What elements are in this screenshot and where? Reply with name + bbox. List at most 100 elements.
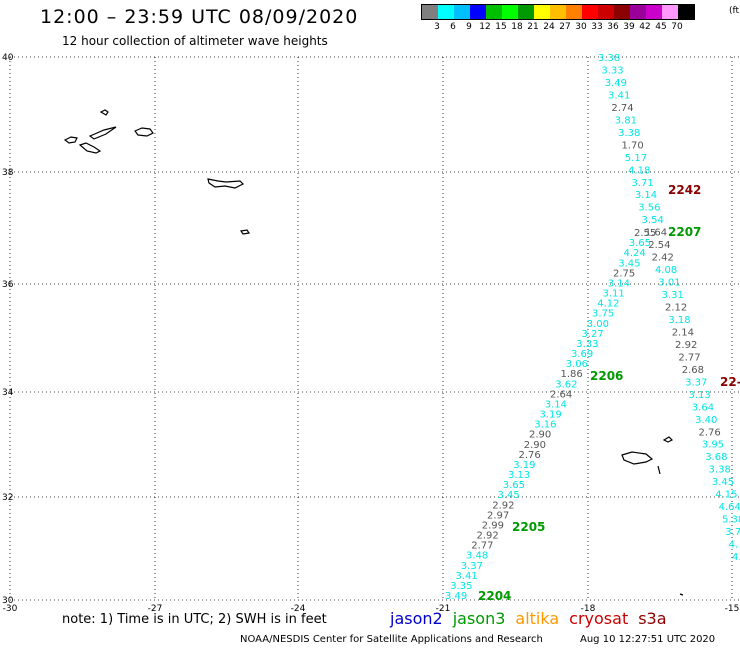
wave-height-label: 2.12	[665, 303, 687, 314]
legend-label: 39	[623, 22, 635, 32]
wave-height-label: 1.64	[645, 228, 667, 239]
wave-height-label: 3.37	[685, 377, 707, 388]
wave-height-label: 2.77	[471, 541, 493, 552]
wave-height-label: 3.01	[658, 278, 680, 289]
legend-swatch	[630, 5, 646, 19]
latitude-label: 30	[2, 596, 14, 606]
island-corvo	[63, 136, 78, 144]
longitude-label: -15	[725, 604, 740, 614]
wave-height-label: 3.38	[709, 465, 731, 476]
legend-label: 21	[527, 22, 539, 32]
legend-swatch	[662, 5, 678, 19]
wave-height-label: 3.33	[576, 339, 598, 350]
legend-swatch	[422, 5, 438, 19]
map-grid	[9, 56, 740, 601]
pass-time-label: 2205	[512, 520, 545, 534]
wave-height-label: 2.76	[699, 427, 721, 438]
legend-swatch	[502, 5, 518, 19]
wave-height-label: 3.16	[534, 420, 556, 431]
pass-time-label: 22-	[720, 375, 740, 389]
legend-swatch	[486, 5, 502, 19]
wave-height-label: 3.38	[598, 53, 620, 64]
wave-height-label: 3.19	[513, 460, 535, 471]
wave-height-label: 3.65	[629, 238, 651, 249]
wave-height-label: 1.86	[561, 369, 583, 380]
legend-label: 12	[479, 22, 491, 32]
wave-height-label: 3.48	[466, 551, 488, 562]
legend-label: 9	[466, 22, 472, 32]
wave-height-label: 3.41	[456, 571, 478, 582]
wave-height-label: 2.64	[550, 389, 572, 400]
footer-credit: NOAA/NESDIS Center for Satellite Applica…	[240, 634, 543, 645]
wave-height-label: 3.06	[566, 359, 588, 370]
legend-swatch	[582, 5, 598, 19]
wave-height-label: 4.24	[624, 248, 646, 259]
legend-swatch	[678, 5, 694, 19]
wave-height-label: 4.12	[597, 299, 619, 310]
longitude-label: -24	[291, 604, 306, 614]
wave-height-label: 3.14	[545, 399, 567, 410]
legend-label: 18	[511, 22, 523, 32]
mission-altika: altika	[515, 609, 560, 628]
legend-swatch	[646, 5, 662, 19]
wave-height-label: 3.11	[603, 289, 625, 300]
wave-height-label: 2.92	[675, 340, 697, 351]
longitude-label: -30	[3, 604, 18, 614]
wave-height-label: 2.54	[648, 240, 670, 251]
island-madeira	[621, 451, 654, 465]
measurement-track-a: 3.383.333.493.412.743.813.381.705.174.18…	[598, 53, 740, 563]
mission-legend: jason2 jason3 altika cryosat s3a	[390, 609, 677, 628]
legend-label: 33	[591, 22, 603, 32]
legend-swatch	[454, 5, 470, 19]
wave-height-label: 2.74	[611, 103, 633, 114]
wave-height-label: 5.17	[625, 153, 647, 164]
wave-height-label: 5.38	[722, 515, 740, 526]
wave-height-label: 3.75	[592, 309, 614, 320]
wave-height-label: 3.35	[450, 581, 472, 592]
latitude-label: 34	[2, 388, 14, 398]
wave-height-label: 2.68	[682, 365, 704, 376]
wave-height-label: 3.33	[601, 65, 623, 76]
wave-height-label: 4.	[732, 552, 740, 563]
legend-swatch	[566, 5, 582, 19]
wave-height-label: 3.56	[638, 203, 660, 214]
wave-height-label: 3.65	[503, 480, 525, 491]
wave-height-label: 3.95	[702, 440, 724, 451]
wave-height-label: 2.14	[672, 327, 694, 338]
island-desertas	[657, 465, 684, 596]
island-porto-santo	[662, 436, 674, 443]
wave-height-label: 2.90	[524, 440, 546, 451]
legend-swatches	[421, 4, 695, 20]
latitude-label: 38	[2, 168, 14, 178]
mission-s3a: s3a	[638, 609, 667, 628]
wave-height-label: 3.37	[461, 561, 483, 572]
legend-unit: (ft)	[729, 6, 740, 16]
legend-label: 42	[639, 22, 651, 32]
pass-time-label: 2206	[590, 369, 623, 383]
wave-height-label: 3.18	[668, 315, 690, 326]
mission-jason3: jason3	[452, 609, 506, 628]
mission-jason2: jason2	[390, 609, 443, 628]
wave-height-label: 2.92	[477, 531, 499, 542]
pass-time-label: 2207	[668, 225, 701, 239]
legend-swatch	[518, 5, 534, 19]
pass-time-label: 2242	[668, 183, 701, 197]
longitude-label: -21	[436, 604, 451, 614]
wave-height-label: 2.90	[529, 430, 551, 441]
wave-height-label: 3.49	[605, 78, 627, 89]
wave-height-label: 3.38	[618, 128, 640, 139]
wave-height-label: 3.71	[632, 178, 654, 189]
wave-height-label: 2.76	[519, 450, 541, 461]
legend-label: 15	[495, 22, 507, 32]
latitude-label: 36	[2, 280, 14, 290]
footer-note: note: 1) Time is in UTC; 2) SWH is in fe…	[62, 612, 327, 627]
wave-height-label: 3.69	[571, 349, 593, 360]
wave-height-label: 1.70	[621, 140, 643, 151]
wave-height-label: 3.14	[608, 278, 630, 289]
island-sao-jorge	[88, 126, 117, 140]
wave-height-label: 2.77	[678, 352, 700, 363]
wave-height-label: 3.14	[635, 190, 657, 201]
wave-height-label: 4.64	[719, 502, 740, 513]
island-sao-miguel	[207, 178, 245, 189]
